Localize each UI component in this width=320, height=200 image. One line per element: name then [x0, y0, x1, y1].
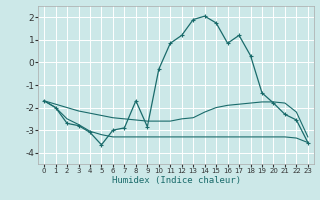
X-axis label: Humidex (Indice chaleur): Humidex (Indice chaleur)	[111, 176, 241, 185]
